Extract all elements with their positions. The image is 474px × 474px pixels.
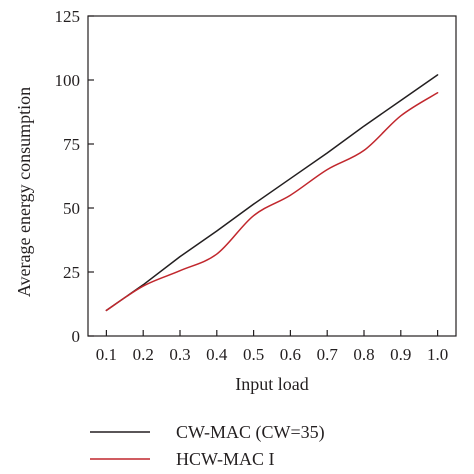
x-axis-ticks: 0.1 0.2 0.3 0.4 0.5 0.6 0.7 0.8 0.9 1.0 xyxy=(96,330,448,364)
x-tick-label: 0.1 xyxy=(96,345,117,364)
legend: CW-MAC (CW=35) HCW-MAC I xyxy=(90,422,325,469)
y-axis-ticks: 0 25 50 75 100 125 xyxy=(55,7,94,346)
y-tick-label: 50 xyxy=(63,199,80,218)
y-tick-label: 125 xyxy=(55,7,81,26)
x-tick-label: 0.6 xyxy=(280,345,301,364)
x-tick-label: 0.4 xyxy=(206,345,228,364)
x-tick-label: 0.3 xyxy=(169,345,190,364)
y-tick-label: 100 xyxy=(55,71,81,90)
plot-frame xyxy=(87,15,457,337)
y-axis-label: Average energy consumption xyxy=(14,87,34,297)
legend-label-1: CW-MAC (CW=35) xyxy=(176,422,325,443)
plot-border xyxy=(87,15,457,337)
series-line-2 xyxy=(105,92,439,312)
y-tick-label: 0 xyxy=(72,327,81,346)
x-tick-label: 0.9 xyxy=(390,345,411,364)
y-tick-label: 75 xyxy=(63,135,80,154)
y-tick-label: 25 xyxy=(63,263,80,282)
x-tick-label: 0.2 xyxy=(133,345,154,364)
series-lines xyxy=(105,74,439,312)
x-tick-label: 0.8 xyxy=(353,345,374,364)
legend-label-2: HCW-MAC I xyxy=(176,449,275,469)
x-axis-label: Input load xyxy=(235,374,309,394)
x-tick-label: 1.0 xyxy=(427,345,448,364)
x-tick-label: 0.5 xyxy=(243,345,264,364)
x-tick-label: 0.7 xyxy=(317,345,339,364)
series-line-1 xyxy=(105,74,439,312)
